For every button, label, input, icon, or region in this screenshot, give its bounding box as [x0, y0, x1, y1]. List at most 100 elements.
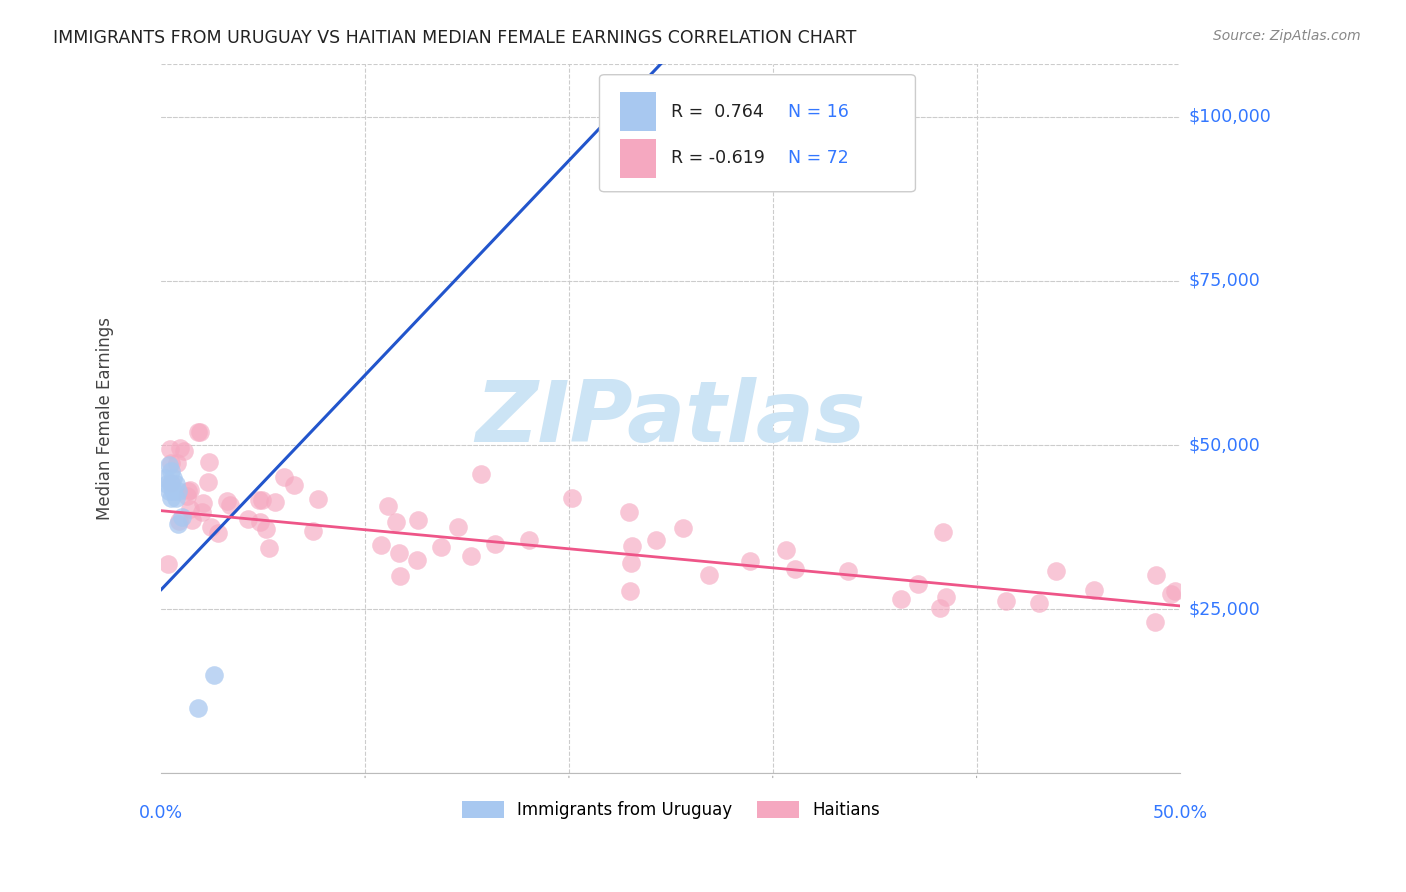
Text: $25,000: $25,000: [1188, 600, 1261, 618]
Point: [169, 514, 191, 528]
Text: 0.0%: 0.0%: [139, 804, 183, 822]
Point: [484, 536, 506, 550]
Point: [447, 520, 470, 534]
Point: [156, 477, 179, 491]
Point: [170, 510, 193, 524]
Point: [160, 464, 183, 478]
Point: [672, 521, 695, 535]
Point: [200, 519, 222, 533]
Point: [935, 590, 957, 604]
Point: [890, 592, 912, 607]
Point: [620, 556, 643, 570]
Text: N = 72: N = 72: [787, 149, 849, 167]
Point: [370, 538, 392, 552]
Text: $100,000: $100,000: [1188, 108, 1271, 126]
Point: [179, 501, 201, 516]
Point: [928, 601, 950, 615]
Point: [1083, 582, 1105, 597]
Point: [193, 496, 215, 510]
Point: [645, 533, 668, 548]
Text: 50.0%: 50.0%: [1153, 804, 1208, 822]
Point: [254, 522, 277, 536]
Point: [932, 525, 955, 540]
Point: [738, 554, 761, 568]
Text: Median Female Earnings: Median Female Earnings: [96, 318, 114, 520]
Point: [1045, 564, 1067, 578]
Text: ZIPatlas: ZIPatlas: [475, 377, 866, 460]
Point: [995, 594, 1018, 608]
Point: [179, 483, 201, 497]
Point: [1144, 568, 1167, 582]
Point: [207, 526, 229, 541]
Point: [1160, 587, 1182, 601]
Point: [907, 576, 929, 591]
Point: [162, 471, 184, 485]
Point: [406, 513, 429, 527]
Point: [236, 512, 259, 526]
Point: [257, 541, 280, 555]
Point: [197, 475, 219, 489]
Point: [219, 498, 242, 512]
Point: [162, 483, 184, 498]
Point: [460, 549, 482, 564]
Point: [159, 476, 181, 491]
Text: $75,000: $75,000: [1188, 272, 1261, 290]
Point: [166, 516, 188, 531]
Point: [169, 442, 191, 456]
Point: [191, 505, 214, 519]
Point: [517, 533, 540, 547]
Point: [217, 493, 239, 508]
Point: [157, 483, 180, 498]
Point: [165, 491, 187, 505]
Point: [157, 557, 180, 571]
Point: [187, 425, 209, 439]
Point: [247, 493, 270, 508]
Point: [388, 568, 411, 582]
Point: [617, 505, 640, 519]
Point: [180, 513, 202, 527]
Point: [176, 489, 198, 503]
Point: [249, 515, 271, 529]
Point: [837, 564, 859, 578]
Point: [1028, 596, 1050, 610]
Point: [1143, 615, 1166, 629]
Point: [165, 477, 187, 491]
Point: [405, 553, 427, 567]
Text: $50,000: $50,000: [1188, 436, 1261, 454]
Text: R =  0.764: R = 0.764: [671, 103, 763, 121]
Point: [1163, 584, 1185, 599]
Point: [388, 546, 411, 560]
Point: [157, 458, 180, 472]
Point: [699, 568, 721, 582]
Point: [273, 470, 295, 484]
Point: [785, 562, 807, 576]
Point: [160, 477, 183, 491]
Point: [302, 524, 325, 538]
Bar: [620, 93, 655, 131]
Text: Source: ZipAtlas.com: Source: ZipAtlas.com: [1213, 29, 1361, 43]
Point: [187, 700, 209, 714]
Point: [470, 467, 492, 481]
Bar: [620, 138, 655, 178]
Point: [377, 500, 399, 514]
Point: [202, 668, 225, 682]
Point: [159, 456, 181, 470]
Point: [160, 491, 183, 505]
Point: [561, 491, 583, 506]
Point: [250, 493, 273, 508]
Point: [166, 483, 188, 498]
Point: [621, 539, 644, 553]
Text: IMMIGRANTS FROM URUGUAY VS HAITIAN MEDIAN FEMALE EARNINGS CORRELATION CHART: IMMIGRANTS FROM URUGUAY VS HAITIAN MEDIA…: [53, 29, 856, 46]
Point: [775, 543, 797, 558]
Point: [307, 491, 329, 506]
Point: [264, 495, 287, 509]
FancyBboxPatch shape: [599, 75, 915, 192]
Point: [430, 540, 453, 554]
Point: [619, 583, 641, 598]
Legend: Immigrants from Uruguay, Haitians: Immigrants from Uruguay, Haitians: [456, 794, 886, 825]
Text: N = 16: N = 16: [787, 103, 849, 121]
Point: [385, 515, 408, 529]
Point: [283, 477, 305, 491]
Point: [198, 455, 221, 469]
Point: [159, 442, 181, 457]
